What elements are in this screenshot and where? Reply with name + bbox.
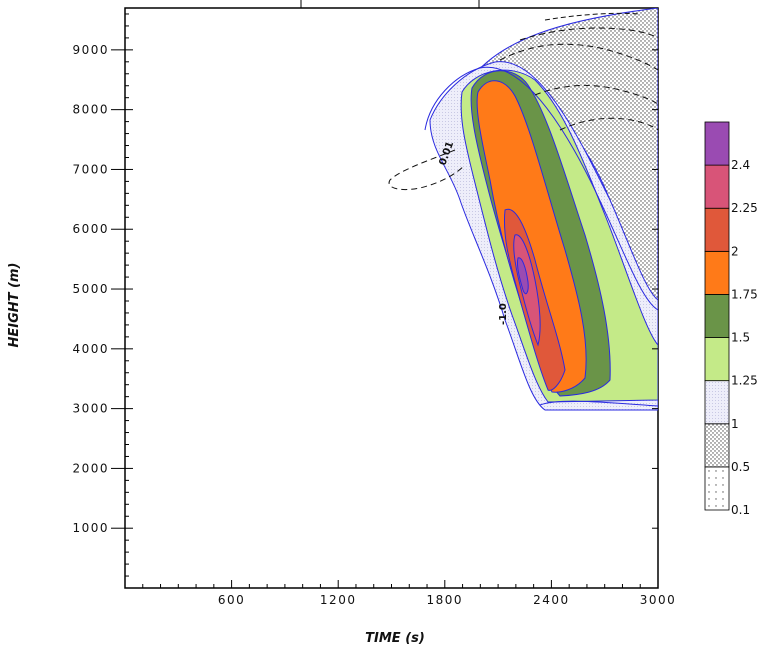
colorbar-label: 1.5 bbox=[731, 331, 750, 345]
colorbar-label: 1 bbox=[731, 417, 739, 431]
colorbar-swatch bbox=[704, 121, 730, 166]
contour-line-bottom bbox=[539, 400, 658, 407]
dashed-contour-6 bbox=[544, 12, 641, 21]
y-tick-label: 7000 bbox=[72, 162, 109, 176]
colorbar-swatch bbox=[704, 294, 730, 338]
colorbar-label: 0.1 bbox=[731, 503, 750, 517]
y-tick-label: 1000 bbox=[72, 521, 109, 535]
colorbar-swatch bbox=[704, 423, 730, 468]
dashed-contour-4 bbox=[534, 84, 658, 105]
x-axis: 600 1200 1800 2400 3000 bbox=[142, 580, 677, 607]
colorbar-label: 2 bbox=[731, 244, 739, 258]
dashed-contour-1 bbox=[388, 149, 466, 191]
colorbar-label: 1.75 bbox=[731, 287, 758, 301]
y-tick-label: 9000 bbox=[72, 43, 109, 57]
colorbar-swatch bbox=[704, 466, 730, 511]
contour-label-2: -1.0 bbox=[498, 303, 509, 325]
contour-region-2-4 bbox=[517, 257, 529, 295]
contour-line-outer bbox=[424, 66, 658, 311]
colorbar-swatch bbox=[704, 250, 730, 295]
colorbar-swatch bbox=[704, 207, 730, 252]
y-tick-label: 2000 bbox=[72, 461, 109, 475]
colorbar-swatch bbox=[704, 380, 730, 425]
contour-region-1-75 bbox=[476, 80, 587, 393]
y-tick-label: 8000 bbox=[72, 103, 109, 117]
colorbar-label: 2.4 bbox=[731, 158, 750, 172]
y-tick-label: 5000 bbox=[72, 282, 109, 296]
x-tick-label: 1200 bbox=[320, 593, 357, 607]
y-tick-label: 3000 bbox=[72, 402, 109, 416]
colorbar-label: 2.25 bbox=[731, 201, 758, 215]
dashed-contour-3 bbox=[519, 27, 658, 41]
x-tick-label: 3000 bbox=[640, 593, 677, 607]
dashed-contour-5 bbox=[559, 117, 658, 131]
x-tick-label: 600 bbox=[218, 593, 245, 607]
x-tick-label: 1800 bbox=[427, 593, 464, 607]
contour-fills bbox=[388, 8, 658, 411]
y-tick-label: 6000 bbox=[72, 222, 109, 236]
y-axis: 1000 2000 3000 4000 5000 6000 7000 8000 9000 bbox=[72, 13, 658, 577]
y-axis-title: HEIGHT (m) bbox=[7, 263, 22, 348]
x-axis-title: TIME (s) bbox=[365, 631, 425, 646]
colorbar-label: 0.5 bbox=[731, 460, 750, 474]
colorbar-swatch bbox=[704, 337, 730, 382]
colorbar: 0.1 0.5 1 1.25 1.5 1.75 2 2.25 2.4 bbox=[704, 121, 758, 517]
dashed-contour-2 bbox=[499, 43, 658, 71]
y-tick-label: 4000 bbox=[72, 342, 109, 356]
x-tick-label: 2400 bbox=[533, 593, 570, 607]
colorbar-swatch bbox=[704, 164, 730, 209]
colorbar-label: 1.25 bbox=[731, 374, 758, 388]
